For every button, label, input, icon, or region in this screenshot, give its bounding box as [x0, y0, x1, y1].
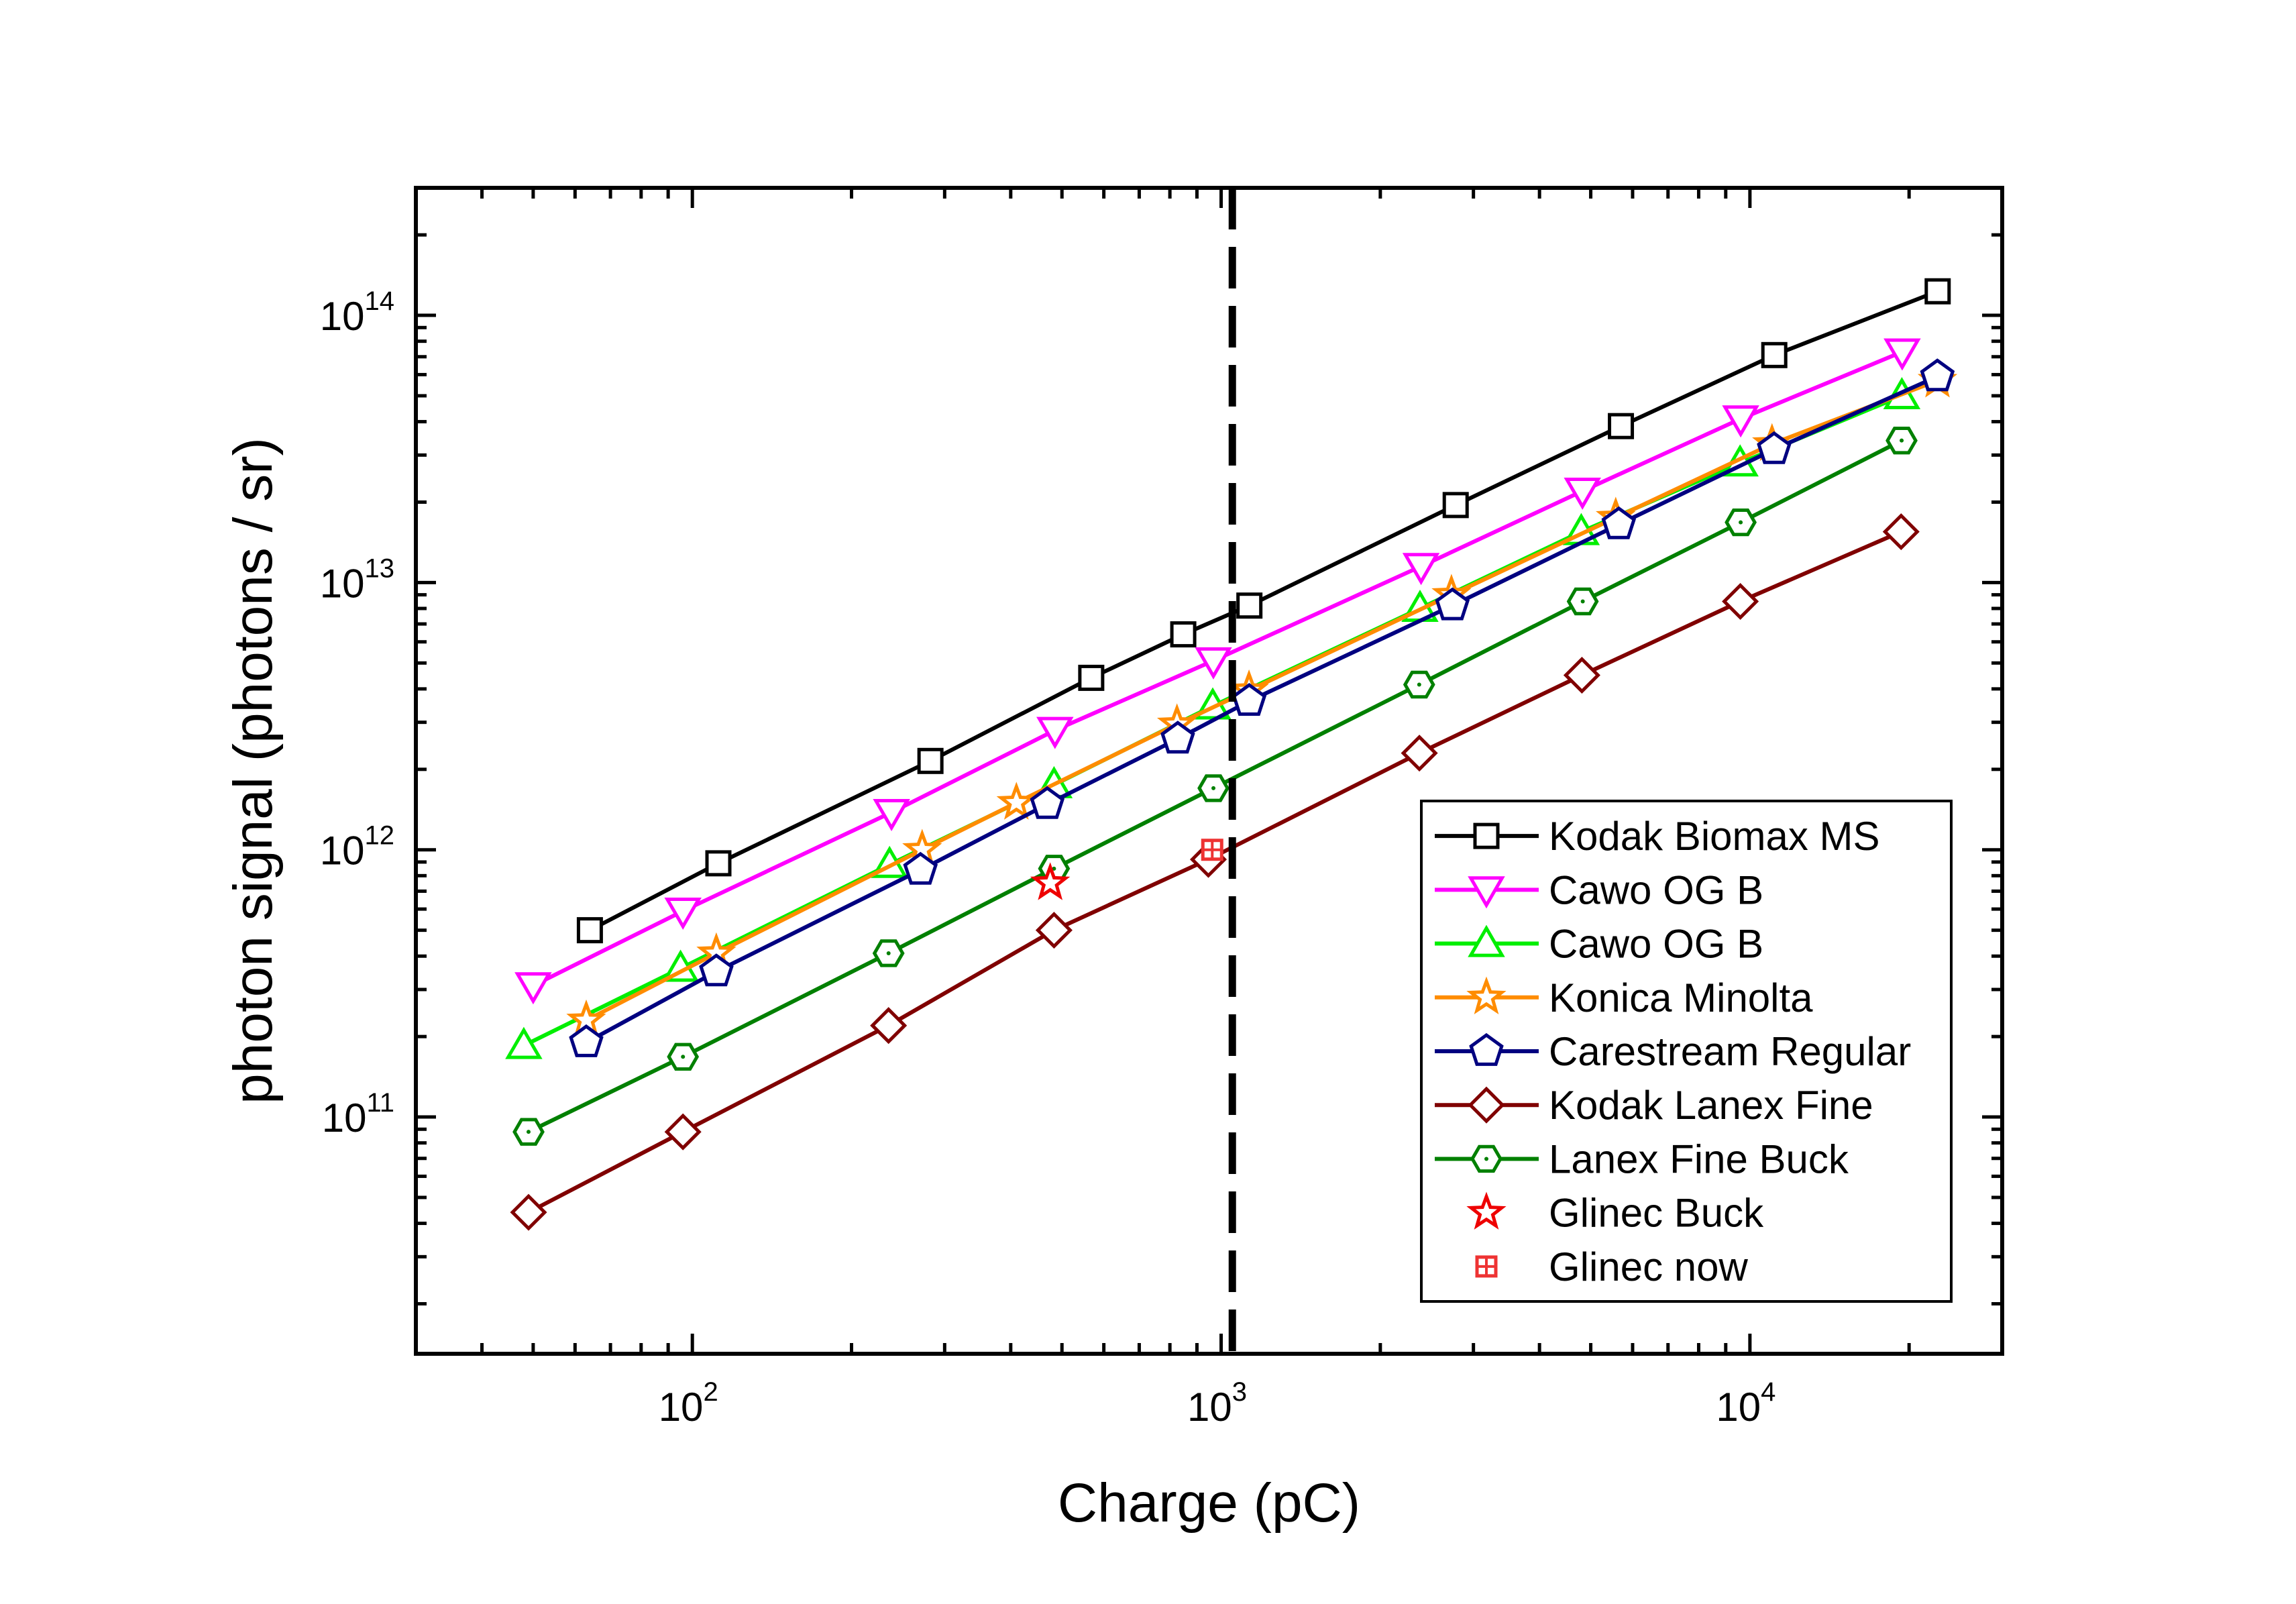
series-line: [589, 289, 1938, 932]
data-point-dot: [526, 1130, 531, 1134]
data-point: [514, 972, 552, 1005]
legend-label: Carestream Regular: [1549, 1029, 1911, 1074]
legend-label: Glinec now: [1549, 1244, 1748, 1289]
legend-label: Cawo OG B: [1549, 922, 1763, 967]
legend-label: Glinec Buck: [1549, 1191, 1764, 1236]
data-point-dot: [681, 1055, 686, 1059]
data-point: [1564, 478, 1601, 510]
legend-marker: [1473, 822, 1500, 849]
legend-item: Kodak Biomax MS: [1435, 814, 1880, 859]
data-point-dot: [1739, 520, 1743, 525]
legend-item: Lanex Fine Buck: [1435, 1136, 1849, 1181]
data-point: [1435, 587, 1470, 621]
y-tick-label: 1014: [320, 286, 394, 339]
data-point: [1160, 720, 1195, 754]
data-point: [664, 1113, 702, 1151]
series-glinec-buck-7: [1030, 862, 1071, 900]
data-point: [1608, 413, 1635, 439]
data-point: [664, 898, 702, 930]
series-kodak-biomax-ms-0: [576, 278, 1951, 944]
legend-marker: [1468, 1086, 1505, 1124]
data-point: [903, 851, 938, 885]
data-point: [996, 782, 1036, 820]
data-point: [1170, 621, 1197, 648]
data-point: [1757, 431, 1792, 464]
y-axis-label: photon signal (photons / sr): [223, 437, 284, 1104]
x-tick-label: 103: [1187, 1377, 1247, 1430]
data-point: [576, 917, 603, 944]
data-point: [870, 1007, 908, 1045]
legend-item: Cawo OG B: [1435, 922, 1763, 967]
legend-marker: [1466, 1191, 1507, 1230]
data-point: [1920, 358, 1955, 392]
data-point: [505, 1026, 543, 1059]
legend-label: Cawo OG B: [1549, 867, 1763, 912]
legend-item: Kodak Lanex Fine: [1435, 1083, 1873, 1128]
legend-marker: [1468, 924, 1505, 957]
legend-marker: [1466, 976, 1507, 1015]
legend-label: Kodak Biomax MS: [1549, 814, 1880, 859]
data-point: [1035, 912, 1073, 949]
data-point: [1195, 647, 1232, 680]
data-point-dot: [1052, 866, 1056, 871]
data-point: [1078, 664, 1105, 691]
legend-marker: [1469, 1032, 1504, 1066]
legend-label: Konica Minolta: [1549, 975, 1813, 1020]
legend-marker-dot: [1484, 1157, 1488, 1161]
data-point: [1882, 513, 1920, 551]
data-point: [705, 850, 732, 877]
y-tick-label: 1011: [322, 1088, 394, 1140]
data-point: [1036, 716, 1074, 749]
legend: Kodak Biomax MS Cawo OG B Cawo OG B Konica …: [1420, 800, 1953, 1303]
data-point: [1401, 735, 1438, 772]
data-point-dot: [1580, 599, 1585, 604]
data-point: [1563, 656, 1600, 694]
legend-item: Konica Minolta: [1435, 975, 1813, 1020]
legend-item: Carestream Regular: [1435, 1029, 1911, 1074]
data-point: [1030, 786, 1065, 819]
data-point: [1030, 862, 1071, 900]
data-point-dot: [1211, 786, 1216, 790]
data-point: [1722, 405, 1759, 438]
data-point-dot: [1417, 682, 1421, 687]
data-point: [569, 1024, 604, 1057]
y-tick-labels: 1011 1012 1013 1014: [320, 286, 394, 1140]
x-tick-label: 102: [659, 1377, 718, 1430]
data-point: [917, 747, 944, 774]
legend-marker: [1468, 876, 1505, 909]
data-point-dot: [886, 951, 891, 955]
data-point: [699, 953, 734, 987]
series-line: [585, 374, 1938, 1045]
legend-item: Glinec Buck: [1466, 1191, 1764, 1236]
series-glinec-now-8: [1201, 839, 1223, 861]
data-point: [1883, 338, 1921, 371]
y-tick-label: 1012: [320, 821, 394, 873]
legend-item: Cawo OG B: [1435, 867, 1763, 912]
data-point: [1236, 592, 1263, 619]
data-point: [1232, 683, 1267, 716]
y-tick-label: 1013: [320, 553, 394, 606]
series-line: [585, 378, 1938, 1022]
data-point: [1761, 341, 1788, 368]
plot-frame: [414, 186, 2004, 1356]
data-point: [510, 1193, 547, 1231]
data-point: [1601, 506, 1637, 539]
data-point: [873, 799, 910, 831]
data-point: [1722, 582, 1759, 621]
data-point-dot: [1900, 438, 1904, 443]
data-point: [1924, 278, 1951, 305]
data-point: [1402, 553, 1440, 586]
x-tick-label: 104: [1716, 1377, 1775, 1430]
series-cawo-og-b-1: [514, 338, 1921, 1005]
x-tick-labels: 102 103 104: [659, 1377, 1776, 1430]
legend-label: Kodak Lanex Fine: [1549, 1083, 1873, 1128]
x-axis-label: Charge (pC): [1058, 1473, 1360, 1534]
legend-label: Lanex Fine Buck: [1549, 1136, 1849, 1181]
data-point: [1442, 492, 1469, 519]
plot-area: [505, 188, 1958, 1354]
series-carestream-regular-4: [569, 358, 1955, 1057]
legend-item: Glinec now: [1475, 1244, 1748, 1289]
